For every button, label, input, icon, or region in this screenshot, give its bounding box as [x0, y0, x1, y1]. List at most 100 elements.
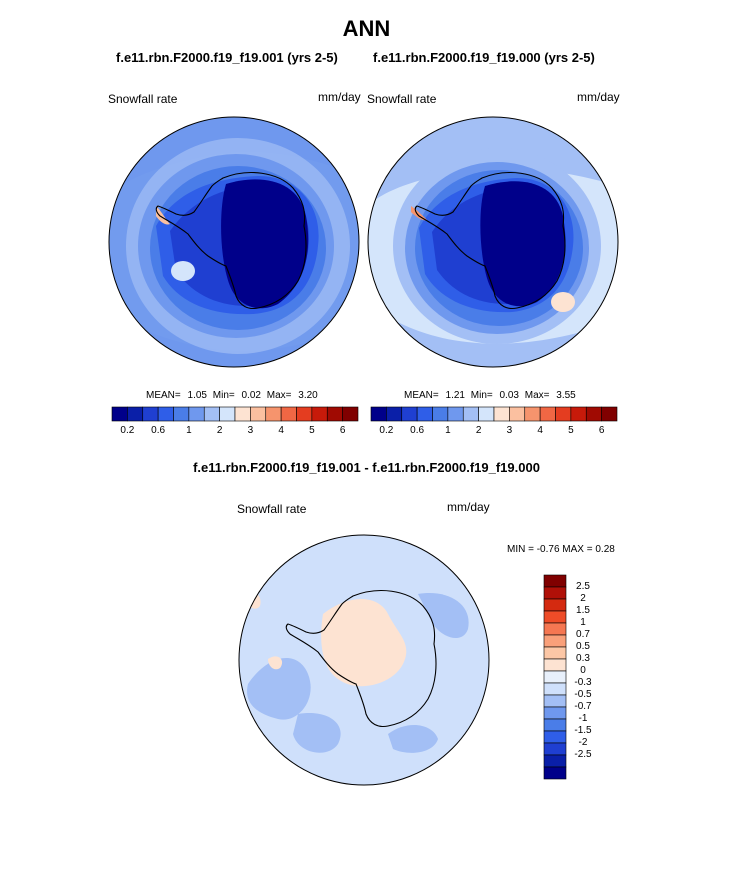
panel-right-max-value: 3.55	[556, 390, 576, 401]
colorbar-right-swatch	[585, 406, 602, 422]
colorbar-right-swatch	[555, 406, 572, 422]
colorbar-diff-swatch	[543, 730, 567, 744]
colorbar-right-swatch	[432, 406, 449, 422]
colorbar-left-tick-label: 6	[339, 425, 346, 436]
colorbar-left-tick-label: 2	[216, 425, 223, 436]
colorbar-diff-swatch	[543, 634, 567, 648]
panel-right-variable-label: Snowfall rate	[367, 92, 437, 106]
colorbar-diff-tick-label: 1.5	[576, 605, 590, 616]
panel-right-stats: MEAN= 1.21 Min= 0.03 Max= 3.55	[404, 390, 576, 401]
panel-left-variable-label: Snowfall rate	[108, 92, 178, 106]
figure-title: ANN	[342, 16, 391, 41]
colorbar-diff-swatch	[543, 622, 567, 636]
diff-units-label: mm/day	[447, 500, 490, 514]
colorbar-diff-swatch	[543, 670, 567, 684]
panel-right-units-label: mm/day	[577, 90, 620, 104]
colorbar-diff-swatch	[543, 598, 567, 612]
colorbar-diff-tick-label: -1.5	[574, 725, 592, 736]
diff-minmax-label: MIN = -0.76 MAX = 0.28	[507, 544, 615, 555]
colorbar-diff-tick-label: -2.5	[574, 749, 592, 760]
colorbar-right-tick-label: 6	[598, 425, 605, 436]
colorbar-right	[370, 406, 618, 422]
panel-right-mean-value: 1.21	[445, 390, 465, 401]
colorbar-right-swatch	[401, 406, 418, 422]
colorbar-left-swatch	[127, 406, 144, 422]
colorbar-right-tick-label: 4	[537, 425, 543, 436]
colorbar-diff-tick-label: -2	[578, 737, 588, 748]
colorbar-left-tick-label: 0.2	[120, 425, 135, 436]
colorbar-diff	[543, 574, 567, 780]
panel-left-max-label: Max=	[266, 390, 292, 401]
colorbar-right-swatch	[386, 406, 403, 422]
colorbar-left-swatch	[265, 406, 282, 422]
colorbar-left-swatch	[296, 406, 313, 422]
colorbar-right-swatch	[462, 406, 479, 422]
colorbar-right-swatch	[447, 406, 464, 422]
map-panel-diff	[238, 534, 490, 786]
colorbar-right-swatch	[570, 406, 587, 422]
colorbar-left-swatch	[203, 406, 220, 422]
colorbar-diff-swatch	[543, 718, 567, 732]
colorbar-left-swatch	[219, 406, 236, 422]
colorbar-left-swatch	[234, 406, 251, 422]
map-panel-left	[108, 116, 360, 368]
colorbar-diff-swatch	[543, 754, 567, 768]
colorbar-diff-swatch	[543, 766, 567, 780]
colorbar-right-tick-label: 0.6	[410, 425, 425, 436]
colorbar-left	[111, 406, 359, 422]
colorbar-right-ticks: 0.2 0.6 1 2 3 4 5 6	[371, 425, 617, 439]
colorbar-right-swatch	[524, 406, 541, 422]
colorbar-diff-tick-label: -1	[578, 713, 588, 724]
colorbar-right-tick-label: 1	[445, 425, 451, 436]
colorbar-right-swatch	[539, 406, 556, 422]
colorbar-diff-tick-label: 0.3	[576, 653, 590, 664]
panel-left-max-value: 3.20	[298, 390, 318, 401]
colorbar-diff-swatch	[543, 742, 567, 756]
map-panel-right	[367, 116, 619, 368]
panel-left-units-label: mm/day	[318, 90, 361, 104]
colorbar-right-swatch	[478, 406, 495, 422]
panel-right-max-label: Max=	[524, 390, 550, 401]
panel-left-min-value: 0.02	[241, 390, 261, 401]
panel-left-mean-value: 1.05	[187, 390, 207, 401]
colorbar-right-swatch	[493, 406, 510, 422]
panel-right-min-label: Min=	[470, 390, 493, 401]
panel-right-case-title: f.e11.rbn.F2000.f19_f19.000 (yrs 2-5)	[373, 50, 595, 65]
colorbar-left-swatch	[250, 406, 267, 422]
colorbar-right-swatch	[509, 406, 526, 422]
colorbar-left-swatch	[142, 406, 159, 422]
colorbar-left-swatch	[173, 406, 190, 422]
colorbar-diff-tick-label: 2	[580, 593, 586, 604]
diff-variable-label: Snowfall rate	[237, 502, 307, 516]
colorbar-right-tick-label: 0.2	[379, 425, 394, 436]
colorbar-left-swatch	[157, 406, 174, 422]
colorbar-left-swatch	[111, 406, 128, 422]
colorbar-diff-tick-label: -0.5	[574, 689, 592, 700]
colorbar-right-tick-label: 2	[475, 425, 482, 436]
colorbar-diff-swatch	[543, 658, 567, 672]
colorbar-diff-swatch	[543, 646, 567, 660]
colorbar-right-swatch	[370, 406, 387, 422]
colorbar-left-tick-label: 1	[186, 425, 192, 436]
colorbar-diff-swatch	[543, 694, 567, 708]
colorbar-diff-swatch	[543, 586, 567, 600]
colorbar-left-swatch	[280, 406, 297, 422]
colorbar-left-swatch	[326, 406, 343, 422]
colorbar-left-tick-label: 0.6	[151, 425, 166, 436]
colorbar-left-tick-label: 4	[278, 425, 284, 436]
colorbar-right-swatch	[416, 406, 433, 422]
panel-left-mean-label: MEAN=	[146, 390, 181, 401]
colorbar-diff-swatch	[543, 610, 567, 624]
colorbar-left-tick-label: 5	[309, 425, 315, 436]
colorbar-diff-swatch	[543, 706, 567, 720]
panel-left-stats: MEAN= 1.05 Min= 0.02 Max= 3.20	[146, 390, 318, 401]
colorbar-diff-tick-label: -0.7	[574, 701, 592, 712]
colorbar-diff-swatch	[543, 682, 567, 696]
colorbar-left-swatch	[342, 406, 359, 422]
colorbar-diff-tick-label: 0	[580, 665, 586, 676]
colorbar-diff-tick-label: 1	[580, 617, 586, 628]
panel-right-min-value: 0.03	[499, 390, 519, 401]
colorbar-diff-ticks: 2.5 2 1.5 1 0.7 0.5 0.3 0 -0.3 -0.5 -0.7 -1 -1.5 -2 -2…	[568, 575, 608, 779]
panel-left-min-label: Min=	[212, 390, 235, 401]
colorbar-left-tick-label: 3	[247, 425, 254, 436]
